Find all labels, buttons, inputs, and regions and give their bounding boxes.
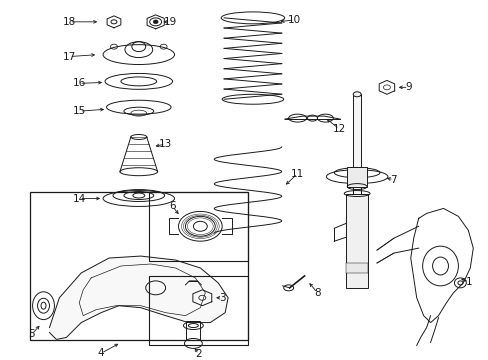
Text: 1: 1 xyxy=(465,277,472,287)
Text: 7: 7 xyxy=(390,175,396,185)
Bar xyxy=(346,194,367,288)
Text: 5: 5 xyxy=(28,329,35,339)
Text: 3: 3 xyxy=(219,293,225,303)
Polygon shape xyxy=(49,256,228,339)
Text: 16: 16 xyxy=(73,78,86,88)
Bar xyxy=(352,94,360,194)
Text: 12: 12 xyxy=(332,124,345,134)
Text: 19: 19 xyxy=(163,17,177,27)
Text: 17: 17 xyxy=(62,51,76,62)
Bar xyxy=(346,263,367,273)
Text: 13: 13 xyxy=(159,139,172,149)
Text: 6: 6 xyxy=(169,202,176,211)
Text: 8: 8 xyxy=(313,288,320,298)
Text: 9: 9 xyxy=(405,82,411,93)
Text: 11: 11 xyxy=(290,169,304,179)
Bar xyxy=(346,167,366,186)
Text: 18: 18 xyxy=(62,17,76,27)
Text: 10: 10 xyxy=(287,15,301,25)
Bar xyxy=(186,321,200,341)
Ellipse shape xyxy=(153,20,158,24)
Bar xyxy=(30,192,247,341)
Bar xyxy=(148,276,247,345)
Text: 4: 4 xyxy=(98,348,104,358)
Text: 2: 2 xyxy=(195,349,201,359)
Text: 14: 14 xyxy=(73,194,86,203)
Text: 15: 15 xyxy=(73,106,86,116)
Ellipse shape xyxy=(352,92,360,97)
Bar xyxy=(148,192,247,261)
